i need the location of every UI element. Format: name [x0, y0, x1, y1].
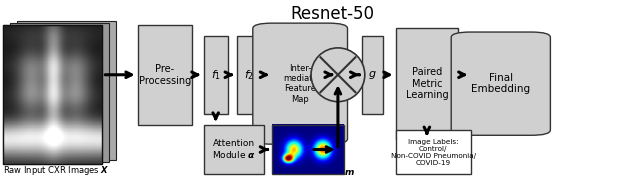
- FancyBboxPatch shape: [3, 25, 102, 164]
- FancyBboxPatch shape: [10, 23, 109, 162]
- Text: Attention
Module $\boldsymbol{\alpha}$: Attention Module $\boldsymbol{\alpha}$: [212, 139, 256, 160]
- FancyBboxPatch shape: [204, 125, 264, 174]
- Ellipse shape: [311, 48, 365, 102]
- FancyBboxPatch shape: [17, 21, 116, 160]
- FancyBboxPatch shape: [396, 28, 458, 139]
- Text: $g$: $g$: [368, 69, 377, 81]
- Text: Inter-
mediate
Feature
Map: Inter- mediate Feature Map: [283, 64, 317, 104]
- FancyBboxPatch shape: [451, 32, 550, 135]
- FancyBboxPatch shape: [253, 23, 348, 144]
- Text: Pre-
Processing: Pre- Processing: [139, 64, 191, 86]
- FancyBboxPatch shape: [138, 25, 192, 125]
- FancyBboxPatch shape: [362, 36, 383, 114]
- FancyBboxPatch shape: [396, 130, 471, 174]
- Text: Attention Mask $\boldsymbol{m}$: Attention Mask $\boldsymbol{m}$: [274, 166, 356, 177]
- Text: $f_1$: $f_1$: [211, 68, 221, 82]
- FancyBboxPatch shape: [237, 36, 261, 114]
- Text: $f_2$: $f_2$: [244, 68, 254, 82]
- Text: Raw Input CXR Images $\boldsymbol{X}$: Raw Input CXR Images $\boldsymbol{X}$: [3, 164, 109, 177]
- Text: Resnet-50: Resnet-50: [291, 5, 375, 23]
- FancyBboxPatch shape: [204, 36, 228, 114]
- Text: Paired
Metric
Learning: Paired Metric Learning: [406, 67, 448, 100]
- Text: Image Labels:
Control/
Non-COVID Pneumonia/
COVID-19: Image Labels: Control/ Non-COVID Pneumon…: [390, 139, 476, 166]
- Text: Final
Embedding: Final Embedding: [471, 73, 531, 95]
